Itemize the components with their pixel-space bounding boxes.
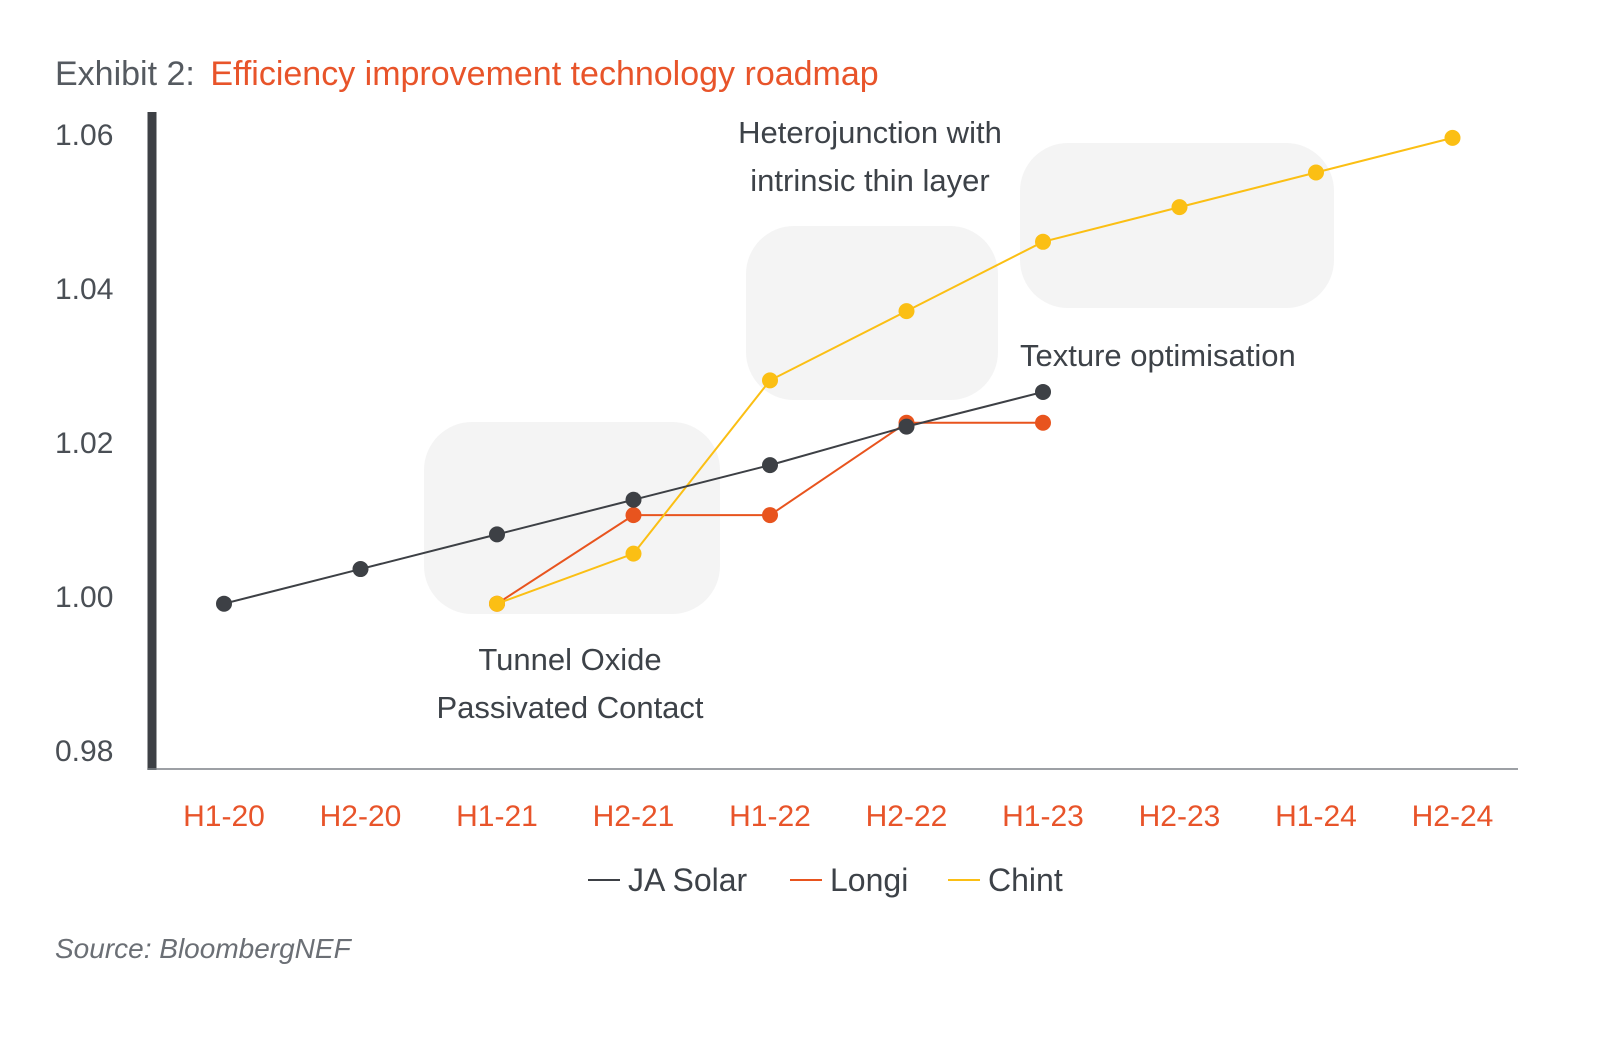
point-ja-solar-h1-21: [489, 526, 505, 543]
point-chint-h1-21: [489, 595, 505, 612]
point-chint-h1-24: [1308, 164, 1324, 181]
y-tick-label-0-98: 0.98: [55, 735, 113, 768]
annotation-box-1: [424, 422, 720, 614]
x-tick-label-h2-24: H2-24: [1412, 800, 1494, 833]
annotation-text-2-line-1: Heterojunction with: [738, 115, 1002, 150]
point-ja-solar-h2-21: [625, 491, 642, 508]
point-ja-solar-h1-20: [216, 595, 232, 612]
x-tick-label-h2-23: H2-23: [1139, 800, 1221, 833]
annotation-text-1-line-1: Tunnel Oxide: [478, 642, 661, 677]
legend-label-longi: Longi: [830, 862, 908, 898]
point-chint-h1-23: [1035, 233, 1051, 250]
x-tick-label-h2-22: H2-22: [866, 800, 948, 833]
y-tick-label-1-04: 1.04: [55, 273, 113, 306]
point-chint-h2-22: [898, 303, 915, 320]
point-ja-solar-h2-22: [898, 418, 915, 435]
annotation-box-3: [1020, 143, 1334, 308]
annotation-text-3-line-1: Texture optimisation: [1020, 338, 1296, 373]
legend-label-chint: Chint: [988, 862, 1063, 898]
point-ja-solar-h1-23: [1035, 383, 1051, 400]
chart-title: Exhibit 2: Efficiency improvement techno…: [55, 55, 879, 93]
point-chint-h1-22: [762, 372, 778, 389]
chart-source: Source: BloombergNEF: [55, 933, 353, 964]
axes-layer: 0.98 1.00 1.02 1.04 1.06 H1-20 H2-20 H1-21 H2-21…: [55, 112, 1518, 833]
x-tick-label-h1-20: H1-20: [183, 800, 265, 833]
point-longi-h1-23: [1035, 414, 1051, 431]
point-longi-h2-21: [625, 507, 642, 524]
x-tick-label-h2-20: H2-20: [320, 800, 402, 833]
series-line-chint: [496, 136, 1453, 605]
y-tick-label-1-02: 1.02: [55, 427, 113, 460]
annotations-layer: [424, 143, 1334, 614]
x-tick-label-h1-23: H1-23: [1002, 800, 1084, 833]
legend: JA Solar Longi Chint: [588, 862, 1063, 898]
x-tick-label-h1-22: H1-22: [729, 800, 811, 833]
point-ja-solar-h2-20: [352, 561, 369, 578]
y-tick-label-1-00: 1.00: [55, 581, 113, 614]
point-ja-solar-h1-22: [762, 457, 778, 474]
x-tick-label-h1-24: H1-24: [1275, 800, 1357, 833]
chart-title-main: Efficiency improvement technology roadma…: [210, 55, 878, 93]
point-chint-h2-24: [1444, 129, 1461, 146]
x-tick-label-h1-21: H1-21: [456, 800, 538, 833]
annotation-text-2-line-2: intrinsic thin layer: [750, 163, 989, 198]
point-chint-h2-23: [1171, 199, 1188, 216]
legend-label-ja-solar: JA Solar: [628, 862, 748, 898]
x-tick-label-h2-21: H2-21: [593, 800, 675, 833]
point-chint-h2-21: [625, 545, 642, 562]
point-longi-h1-22: [762, 507, 778, 524]
annotation-box-2: [746, 226, 998, 400]
y-tick-label-1-06: 1.06: [55, 119, 113, 152]
annotation-text-1-line-2: Passivated Contact: [436, 690, 703, 725]
series-layer: [216, 129, 1461, 612]
chart-title-prefix: Exhibit 2:: [55, 55, 195, 93]
